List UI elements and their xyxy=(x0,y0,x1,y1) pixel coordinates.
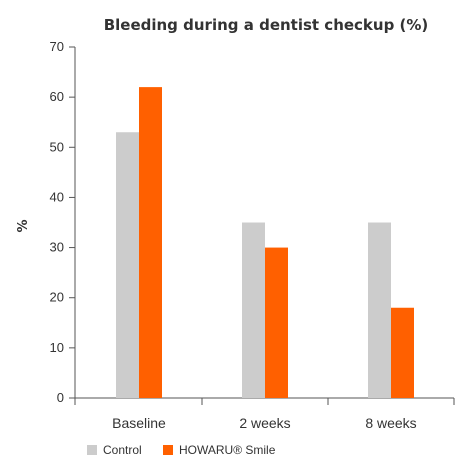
y-axis: 0 10 20 30 40 50 60 70 xyxy=(50,39,76,405)
legend-swatch xyxy=(163,445,173,455)
legend-label: HOWARU® Smile xyxy=(179,443,276,457)
bars-group xyxy=(116,87,414,398)
y-tick-label: 70 xyxy=(50,39,64,54)
x-category-label: 8 weeks xyxy=(365,415,416,431)
bar-control-2 xyxy=(368,222,391,398)
bar-howaru-smile-0 xyxy=(139,87,162,398)
y-tick-label: 60 xyxy=(50,89,64,104)
y-tick-label: 50 xyxy=(50,139,64,154)
bar-control-0 xyxy=(116,132,139,398)
legend-swatch xyxy=(87,445,97,455)
y-tick-label: 10 xyxy=(50,340,64,355)
y-tick-label: 30 xyxy=(50,240,64,255)
y-axis-label: % xyxy=(16,219,31,232)
legend: Control HOWARU® Smile xyxy=(87,443,276,457)
y-tick-label: 0 xyxy=(57,390,64,405)
y-tick-label: 40 xyxy=(50,189,64,204)
legend-label: Control xyxy=(103,443,142,457)
bar-howaru-smile-1 xyxy=(265,247,288,398)
bar-control-1 xyxy=(242,222,265,398)
bar-howaru-smile-2 xyxy=(391,307,414,398)
y-tick-label: 20 xyxy=(50,290,64,305)
x-axis: Baseline 2 weeks 8 weeks xyxy=(74,397,455,431)
x-category-label: Baseline xyxy=(112,415,166,431)
chart-title: Bleeding during a dentist checkup (%) xyxy=(104,16,429,34)
x-category-label: 2 weeks xyxy=(239,415,290,431)
